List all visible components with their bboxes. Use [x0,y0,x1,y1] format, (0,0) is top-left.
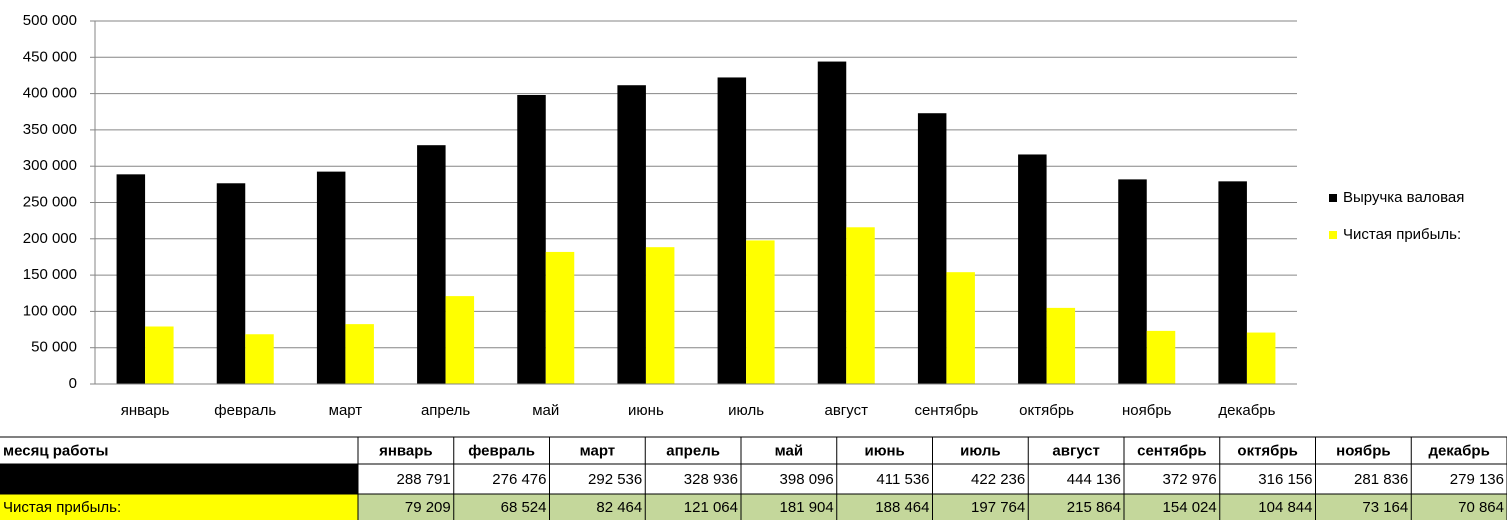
table-month: октябрь [1237,442,1297,459]
row-label: Чистая прибыль: [3,499,121,516]
table-month: февраль [468,442,535,459]
table-month: ноябрь [1336,442,1390,459]
y-tick-label: 500 000 [23,12,77,29]
bar [517,94,546,385]
bar [417,145,446,384]
y-tick-label: 250 000 [23,193,77,210]
row-label: Выручка валовая [3,471,124,488]
table-value: 279 136 [1450,471,1504,488]
bar [1218,181,1247,384]
table-value: 422 236 [971,471,1025,488]
table-value: 104 844 [1258,499,1312,516]
bar [1018,154,1047,384]
table-value: 281 836 [1354,471,1408,488]
cell-bg [0,464,358,494]
y-tick-label: 100 000 [23,302,77,319]
y-tick-label: 350 000 [23,121,77,138]
y-tick-label: 200 000 [23,230,77,247]
bar [316,171,346,384]
y-tick-label: 400 000 [23,85,77,102]
table-value: 215 864 [1067,499,1121,516]
x-tick-label: июль [728,402,764,419]
bar [1146,330,1176,384]
table-month: июнь [864,442,904,459]
bar [116,174,146,384]
table-value: 79 209 [405,499,451,516]
bar [1118,179,1147,384]
x-tick-label: май [532,402,559,419]
table-value: 288 791 [397,471,451,488]
table-value: 316 156 [1258,471,1312,488]
x-tick-label: август [825,402,869,419]
bar [245,334,274,384]
bar [917,113,947,384]
table-value: 73 164 [1362,499,1408,516]
bar [717,77,747,384]
x-tick-label: ноябрь [1122,402,1172,419]
bar [545,251,575,384]
bar [216,183,246,384]
table-month: январь [379,442,433,459]
bar [445,296,475,384]
legend-swatch [1329,194,1337,202]
table-value: 188 464 [875,499,929,516]
bar [617,85,646,385]
table-month: август [1052,442,1099,459]
x-tick-label: март [329,402,363,419]
y-tick-label: 300 000 [23,157,77,174]
legend-label: Выручка валовая [1343,189,1464,206]
table-value: 444 136 [1067,471,1121,488]
table-value: 292 536 [588,471,642,488]
bar [946,272,975,384]
table-value: 197 764 [971,499,1025,516]
bar [846,227,875,384]
bar [1046,307,1076,384]
x-tick-label: октябрь [1019,402,1074,419]
bar [145,326,174,384]
x-tick-label: декабрь [1218,402,1275,419]
x-tick-label: июнь [628,402,664,419]
y-tick-label: 50 000 [31,339,77,356]
table-month: май [775,442,803,459]
table-month: март [580,442,616,459]
table-month: июль [960,442,1000,459]
table-value: 276 476 [492,471,546,488]
cell-bg [0,494,358,520]
bar [345,324,374,384]
x-tick-label: апрель [421,402,470,419]
bar [746,240,775,384]
x-tick-label: февраль [214,402,276,419]
bar [1246,332,1276,384]
bar [817,61,847,385]
table-value: 398 096 [780,471,834,488]
x-tick-label: сентябрь [914,402,978,419]
table-value: 70 864 [1458,499,1504,516]
y-tick-label: 150 000 [23,266,77,283]
table-value: 68 524 [501,499,547,516]
bar [645,247,675,384]
table-value: 411 536 [876,471,929,488]
table-value: 121 064 [684,499,738,516]
table-month: декабрь [1428,442,1489,459]
table-value: 372 976 [1163,471,1217,488]
table-value: 82 464 [596,499,642,516]
table-month: сентябрь [1137,442,1207,459]
legend-swatch [1329,231,1337,239]
table-header: месяц работы [3,442,108,459]
table-value: 154 024 [1163,499,1217,516]
legend-label: Чистая прибыль: [1343,226,1461,243]
y-tick-label: 450 000 [23,48,77,65]
table-value: 181 904 [780,499,834,516]
table-value: 328 936 [684,471,738,488]
x-tick-label: январь [121,402,170,419]
table-month: апрель [666,442,720,459]
y-tick-label: 0 [69,375,77,392]
